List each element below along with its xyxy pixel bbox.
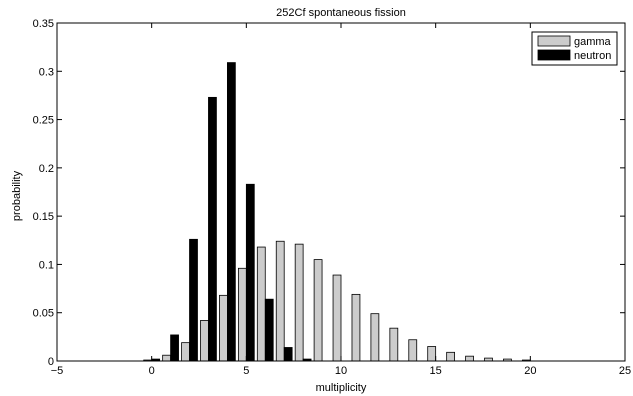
gamma-bar xyxy=(389,327,399,362)
gamma-bar xyxy=(332,274,342,362)
gamma-bar xyxy=(427,346,437,362)
gamma-bar xyxy=(313,259,323,362)
gamma-bar xyxy=(465,355,474,362)
x-tick-label: 5 xyxy=(243,365,249,377)
gamma-legend-swatch xyxy=(537,35,571,47)
gamma-bar xyxy=(446,351,455,362)
legend: gamma neutron xyxy=(531,31,618,66)
y-tick-label: 0.3 xyxy=(39,66,54,78)
neutron-bar xyxy=(208,96,217,362)
x-tick-label: 15 xyxy=(430,365,442,377)
y-tick-label: 0.05 xyxy=(33,308,54,320)
gamma-bar xyxy=(200,320,209,362)
y-tick-label: 0.2 xyxy=(39,163,54,175)
gamma-legend-label: gamma xyxy=(574,36,612,48)
neutron-bar xyxy=(226,62,236,362)
neutron-bar xyxy=(245,183,255,362)
chart-title: 252Cf spontaneous fission xyxy=(276,7,406,19)
neutron-bar xyxy=(264,298,274,362)
neutron-bar xyxy=(189,238,198,362)
gamma-bar xyxy=(351,293,361,362)
x-tick-label: 0 xyxy=(149,365,155,377)
neutron-bar xyxy=(283,347,293,362)
y-axis-label: probability xyxy=(11,170,23,221)
gamma-bar xyxy=(294,243,304,362)
gamma-bar xyxy=(237,267,247,362)
gamma-bar xyxy=(275,240,285,362)
x-tick-label: 25 xyxy=(619,365,631,377)
gamma-bar xyxy=(256,246,266,362)
neutron-bar xyxy=(170,334,179,362)
gamma-bar xyxy=(162,354,171,362)
gamma-bar xyxy=(370,313,380,362)
x-tick-label: 10 xyxy=(335,365,347,377)
neutron-legend-swatch xyxy=(537,49,571,61)
y-tick-label: 0 xyxy=(48,356,54,368)
gamma-bar xyxy=(219,294,228,362)
y-tick-label: 0.1 xyxy=(39,259,54,271)
neutron-legend-label: neutron xyxy=(574,50,611,62)
gamma-bar xyxy=(181,342,190,362)
x-axis-label: multiplicity xyxy=(316,382,367,394)
y-tick-label: 0.25 xyxy=(33,115,54,127)
gamma-bar xyxy=(408,339,418,362)
x-tick-label: 20 xyxy=(524,365,536,377)
y-tick-label: 0.35 xyxy=(33,18,54,30)
y-tick-label: 0.15 xyxy=(33,211,54,223)
x-tick-label: −5 xyxy=(51,365,64,377)
